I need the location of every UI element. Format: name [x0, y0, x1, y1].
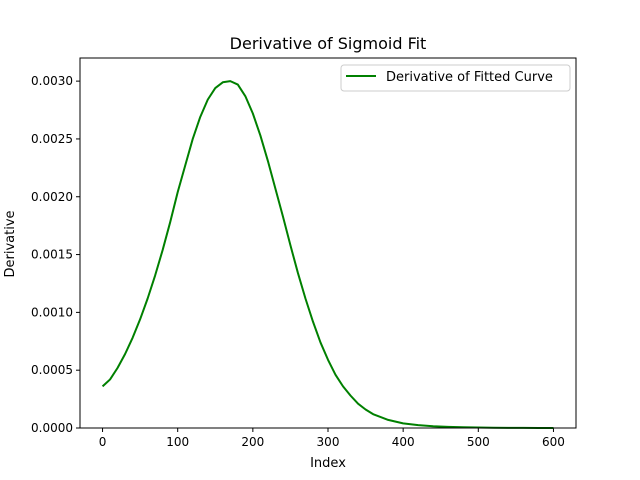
x-tick-label: 600 — [542, 435, 565, 449]
y-tick-label: 0.0005 — [31, 363, 73, 377]
y-tick-label: 0.0015 — [31, 248, 73, 262]
x-tick-label: 100 — [166, 435, 189, 449]
y-tick-label: 0.0020 — [31, 190, 73, 204]
y-tick-label: 0.0030 — [31, 74, 73, 88]
series-line — [101, 80, 554, 429]
x-tick-label: 200 — [241, 435, 264, 449]
plot-frame — [79, 57, 577, 429]
legend: Derivative of Fitted Curve — [340, 64, 571, 92]
y-tick-label: 0.0025 — [31, 132, 73, 146]
legend-box — [340, 64, 571, 92]
x-tick-label: 500 — [467, 435, 490, 449]
y-tick-label: 0.0010 — [31, 305, 73, 319]
series-layer — [101, 80, 554, 429]
x-tick-label: 400 — [392, 435, 415, 449]
legend-label: Derivative of Fitted Curve — [386, 70, 553, 85]
chart-title: Derivative of Sigmoid Fit — [230, 34, 427, 53]
y-axis-label: Derivative — [3, 210, 18, 277]
y-tick-label: 0.0000 — [31, 421, 73, 435]
x-tick-label: 300 — [317, 435, 340, 449]
x-axis-ticks: 0 100 200 300 400 500 600 — [99, 428, 565, 449]
y-axis-ticks: 0.0000 0.0005 0.0010 0.0015 0.0020 0.0025 0.00… — [31, 74, 80, 435]
x-axis-label: Index — [310, 456, 346, 471]
x-tick-label: 0 — [99, 435, 107, 449]
